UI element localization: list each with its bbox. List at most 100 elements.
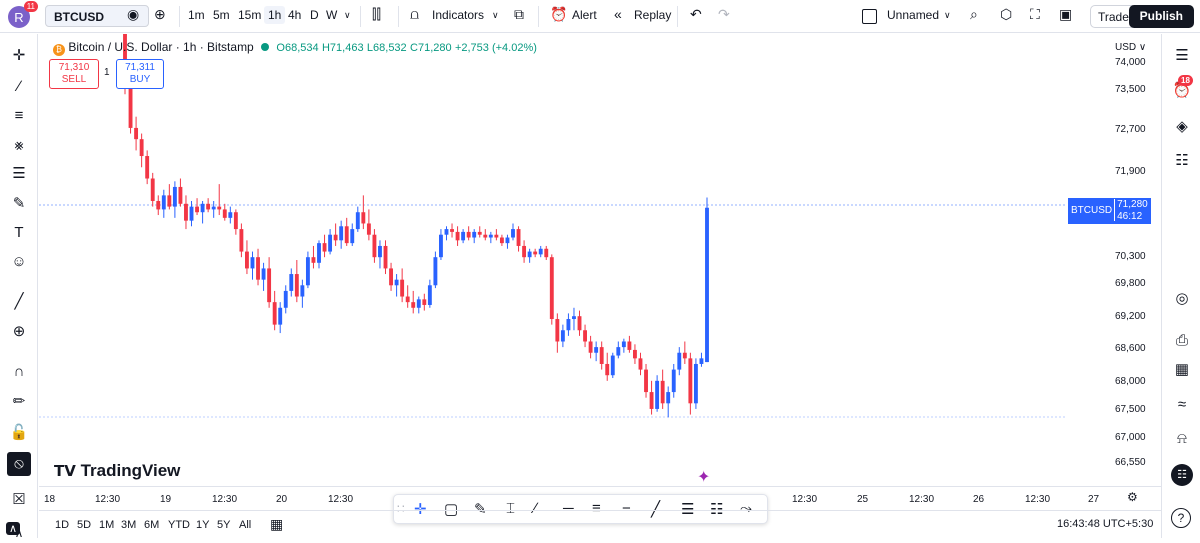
rectangle-tool-icon[interactable]: ▢ [444, 501, 459, 518]
parallel-tool-icon[interactable]: ≡ [592, 500, 601, 517]
timeframe-4h[interactable]: 4h [288, 8, 302, 22]
timeframe-1h[interactable]: 1h [264, 6, 286, 24]
candle-body [411, 302, 416, 308]
range-5y[interactable]: 5Y [217, 519, 231, 531]
publish-button[interactable]: Publish [1128, 5, 1194, 28]
alert-button[interactable]: Alert [572, 8, 597, 22]
candles-icon[interactable]: ⫿⫿ [372, 6, 381, 22]
add-symbol-icon[interactable]: ⊕ [154, 6, 166, 22]
target-icon[interactable]: ◎ [1175, 290, 1189, 307]
candle-body [189, 206, 194, 221]
candle-body [167, 195, 172, 207]
range-1y[interactable]: 1Y [196, 519, 210, 531]
user-avatar[interactable]: R 11 [8, 1, 38, 28]
emoji-icon[interactable]: ☺ [11, 253, 27, 270]
hide-drawings-icon[interactable]: ⦸ [7, 452, 31, 476]
layers-icon[interactable]: ◈ [1176, 118, 1188, 135]
date-range-icon[interactable]: ▦ [270, 516, 284, 532]
sparkle-icon[interactable]: ✦ [697, 469, 711, 486]
watch-icon[interactable]: ◉ [127, 6, 140, 22]
zoom-in-icon[interactable]: ⊕ [12, 323, 26, 340]
settings-icon[interactable]: ⬡ [1000, 6, 1013, 22]
candle-body [272, 302, 277, 325]
drag-handle-icon[interactable]: ∷ [397, 502, 405, 516]
timeframe-1m[interactable]: 1m [188, 8, 205, 22]
price-chart[interactable] [39, 34, 1161, 486]
brand-name: TradingView [80, 461, 181, 480]
indicators-icon[interactable]: ⩍ [410, 6, 420, 22]
path-tool-icon[interactable]: ⤳ [740, 500, 753, 517]
range-1d[interactable]: 1D [55, 519, 70, 531]
range-3m[interactable]: 3M [121, 519, 137, 531]
horizontal-lines-icon[interactable]: ≡ [14, 107, 24, 124]
bell-icon[interactable]: ⍾ [1177, 430, 1187, 447]
legend-title[interactable]: Bitcoin / U.S. Dollar · 1h · Bitstamp [68, 40, 254, 54]
brush-tool-icon[interactable]: ✎ [474, 501, 487, 518]
sell-button[interactable]: 71,310 SELL [49, 59, 99, 89]
replay-button[interactable]: Replay [634, 8, 672, 22]
lock-drawing-icon[interactable]: ✏ [12, 393, 26, 410]
fullscreen-icon[interactable]: ⛶ [1030, 6, 1040, 22]
order-qty[interactable]: 1 [104, 67, 110, 78]
pattern-icon[interactable]: ⨳ [14, 137, 24, 154]
timeframe-5m[interactable]: 5m [213, 8, 230, 22]
stream-icon[interactable]: ≈ [1177, 396, 1187, 413]
help-icon[interactable]: ? [1171, 508, 1191, 528]
timeframe-w[interactable]: W [326, 8, 338, 22]
undo-icon[interactable]: ↶ [690, 6, 702, 22]
replay-icon[interactable]: « [614, 6, 622, 22]
collapse-panel-icon[interactable]: ∧ [6, 522, 20, 535]
bar-countdown: 46:12 [1117, 211, 1143, 222]
utc-clock[interactable]: 16:43:48 UTC+5:30 [1057, 518, 1154, 530]
layout-chevron-icon[interactable]: ∨ [944, 10, 951, 20]
ruler-icon[interactable]: ╱ [14, 293, 24, 310]
templates-icon[interactable]: ⧉ [514, 6, 524, 22]
cross-tool-icon[interactable]: ✛ [414, 501, 427, 518]
fib-tool-icon[interactable]: ☰ [681, 501, 695, 518]
ideas-icon[interactable]: ⎙ [1175, 332, 1188, 349]
watchlist-icon[interactable]: ☰ [1175, 47, 1189, 64]
axis-settings-icon[interactable]: ⚙ [1127, 490, 1138, 504]
trend-tool-icon[interactable]: ∕ [534, 500, 537, 517]
range-1m[interactable]: 1M [99, 519, 115, 531]
trash-icon[interactable]: ☒ [12, 491, 26, 508]
calendar-icon[interactable]: ▦ [1174, 361, 1190, 378]
ray-tool-icon[interactable]: ─ [563, 500, 574, 517]
apps-grid-icon[interactable]: ☷ [1171, 464, 1193, 486]
symbol-search[interactable]: BTCUSD [45, 5, 149, 27]
layout-name[interactable]: Unnamed [887, 8, 940, 22]
channel-tool-icon[interactable]: ☷ [710, 501, 724, 518]
timeframe-15m[interactable]: 15m [238, 8, 262, 22]
line-tool-icon[interactable]: ╱ [651, 501, 661, 518]
quick-search-icon[interactable]: ⌕ [970, 6, 978, 22]
timeframe-d[interactable]: D [310, 8, 319, 22]
crosshair-icon[interactable]: ✛ [12, 47, 26, 64]
alerts-clock-icon[interactable]: ⏰ [1172, 82, 1192, 99]
redo-icon[interactable]: ↷ [718, 6, 730, 22]
camera-icon[interactable]: ▣ [1059, 6, 1073, 22]
magnet-icon[interactable]: ∩ [13, 363, 25, 380]
indicators-chevron-icon[interactable]: ∨ [492, 10, 499, 20]
chat-icon[interactable]: ☷ [1175, 152, 1189, 169]
timeframe-chevron-icon[interactable]: ∨ [344, 10, 351, 20]
sell-price: 71,310 [58, 62, 90, 73]
sell-label: SELL [61, 74, 87, 85]
text-tool-icon[interactable]: ⌶ [506, 500, 516, 517]
range-5d[interactable]: 5D [77, 519, 92, 531]
lock-icon[interactable]: 🔓 [9, 424, 29, 441]
horizontal-tool-icon[interactable]: − [622, 500, 631, 517]
buy-button[interactable]: 71,311 BUY [116, 59, 164, 89]
layout-checkbox-icon[interactable] [862, 9, 877, 24]
alert-icon[interactable]: ⏰ [550, 6, 568, 22]
trend-line-icon[interactable]: ∕ [17, 78, 21, 95]
range-all[interactable]: All [239, 519, 252, 531]
fib-icon[interactable]: ☰ [12, 165, 26, 182]
current-price-label: BTCUSD 71,280 46:12 [1068, 198, 1151, 224]
text-icon[interactable]: T [14, 224, 24, 241]
indicators-button[interactable]: Indicators [432, 8, 485, 22]
currency-selector[interactable]: USD ∨ [1115, 42, 1147, 53]
brush-icon[interactable]: ✎ [12, 195, 26, 212]
range-6m[interactable]: 6M [144, 519, 160, 531]
time-axis[interactable] [39, 486, 1161, 510]
range-ytd[interactable]: YTD [168, 519, 190, 531]
